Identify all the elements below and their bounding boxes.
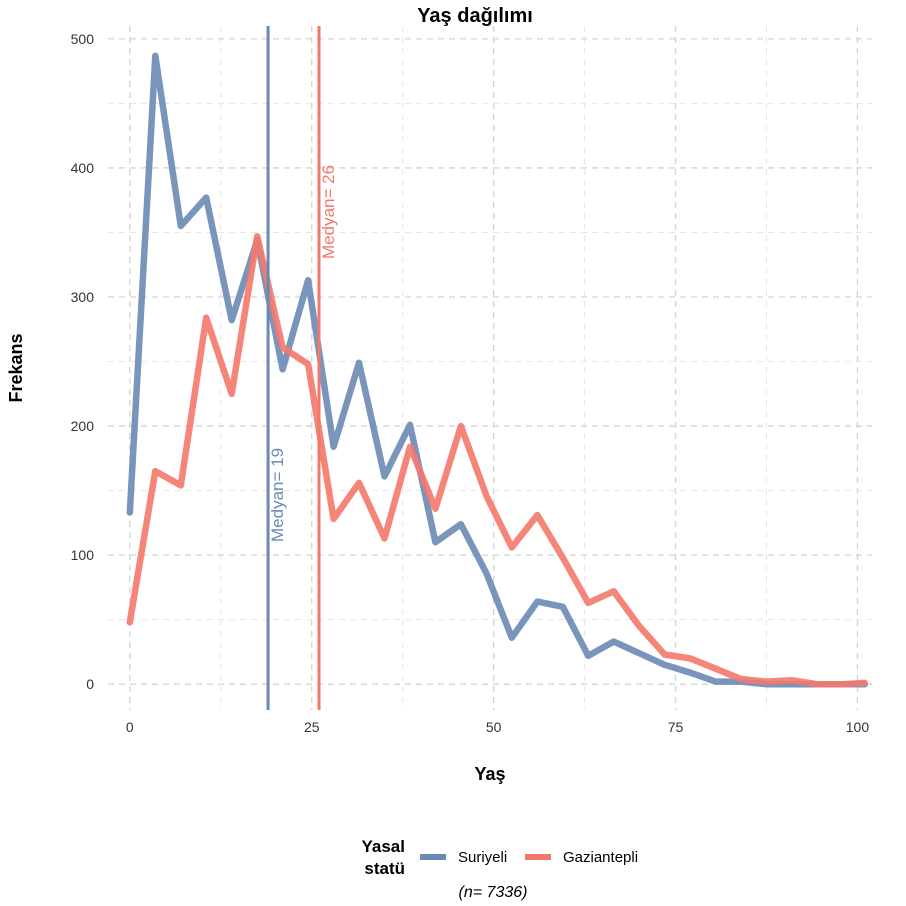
median-lines: Medyan= 19 Medyan= 26: [266, 26, 338, 710]
x-tick-label: 75: [668, 719, 684, 735]
chart-title: Yaş dağılımı: [417, 5, 533, 27]
x-axis-title: Yaş: [474, 764, 505, 784]
median-label-gaziantepli: Medyan= 26: [319, 165, 338, 259]
legend-title-line-2: statü: [364, 859, 405, 878]
x-tick-label: 25: [304, 719, 320, 735]
legend-label-gaziantepli: Gaziantepli: [563, 849, 638, 866]
legend-label-suriyeli: Suriyeli: [458, 849, 507, 866]
axis-ticks: 0 25 50 75 100 0 100 200 300 400 500: [71, 31, 870, 735]
x-tick-label: 100: [846, 719, 870, 735]
x-tick-label: 0: [126, 719, 134, 735]
y-tick-label: 500: [71, 31, 95, 47]
series-lines: [126, 52, 868, 688]
y-tick-label: 0: [86, 676, 94, 692]
median-label-suriyeli: Medyan= 19: [268, 448, 287, 542]
legend-title-line-1: Yasal: [362, 837, 406, 856]
y-tick-label: 200: [71, 418, 95, 434]
legend: Yasal statü Suriyeli Gaziantepli: [362, 837, 639, 878]
y-tick-label: 300: [71, 289, 95, 305]
series-line-suriyeli: [126, 52, 868, 688]
y-tick-label: 400: [71, 160, 95, 176]
series-line-gaziantepli: [126, 233, 868, 688]
y-tick-label: 100: [71, 547, 95, 563]
sample-size-note: (n= 7336): [459, 884, 528, 901]
x-tick-label: 50: [486, 719, 502, 735]
y-axis-title: Frekans: [6, 333, 26, 402]
